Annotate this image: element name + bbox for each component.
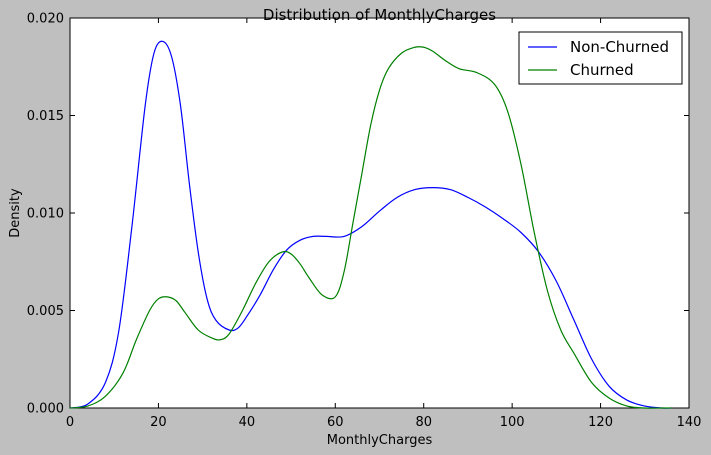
series-line-churned	[69, 46, 672, 409]
series-line-non-churned	[69, 40, 672, 409]
legend-box	[518, 31, 683, 85]
chart-title: Distribution of MonthlyCharges	[263, 6, 496, 24]
series-lines	[69, 40, 672, 409]
y-tick-label: 0.010	[27, 207, 64, 222]
x-tick-label: 100	[500, 415, 525, 430]
x-tick-label: 140	[677, 415, 702, 430]
legend: Non-Churned Churned	[518, 31, 683, 85]
x-tick-label: 20	[150, 415, 167, 430]
x-tick-label: 0	[66, 415, 74, 430]
y-axis-title: Density	[8, 188, 23, 238]
x-tick-label: 40	[239, 415, 256, 430]
y-tick-label: 0.000	[27, 402, 64, 417]
y-tick-label: 0.005	[27, 304, 64, 319]
x-tick-label: 60	[327, 415, 344, 430]
tick-marks	[69, 17, 690, 409]
legend-label-churned: Churned	[570, 61, 634, 79]
legend-label-non-churned: Non-Churned	[570, 38, 669, 56]
x-tick-labels: 0 20 40 60 80 100 120 140	[66, 415, 702, 430]
x-tick-label: 80	[415, 415, 432, 430]
y-tick-label: 0.020	[27, 12, 64, 27]
y-tick-labels: 0.000 0.005 0.010 0.015 0.020	[27, 12, 64, 417]
y-tick-label: 0.015	[27, 109, 64, 124]
x-tick-label: 120	[588, 415, 613, 430]
x-axis-title: MonthlyCharges	[327, 433, 433, 448]
